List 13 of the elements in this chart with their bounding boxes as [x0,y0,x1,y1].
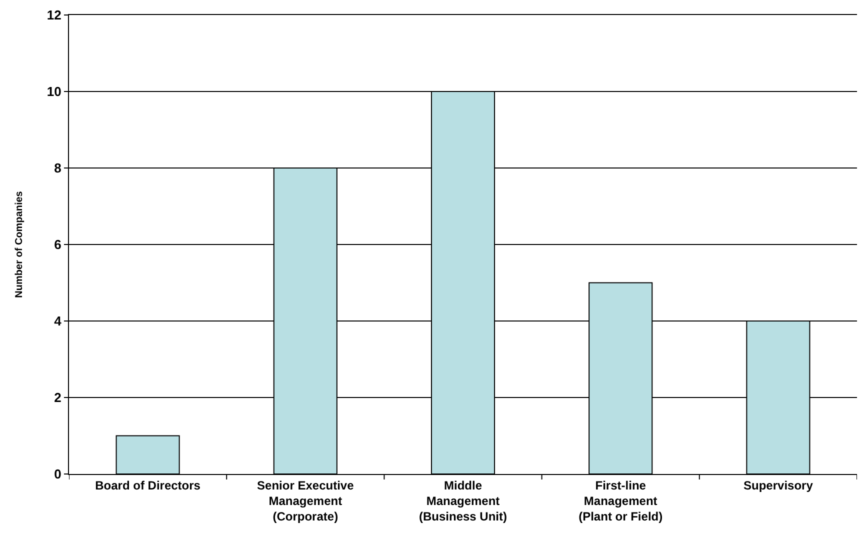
y-tick-label: 10 [46,84,62,100]
x-tick-label: Board of Directors [95,478,201,492]
x-tick-label: Middle Management (Business Unit) [418,478,508,524]
y-tick-label: 8 [54,160,62,176]
x-tick-label: Senior Executive Management (Corporate) [257,478,354,524]
x-tick-label: First-line Management (Plant or Field) [578,478,663,524]
y-tick-label: 6 [54,237,62,252]
y-tick-label: 12 [46,8,62,23]
y-tick-label: 2 [54,390,62,406]
x-tick-label: Supervisory [744,478,814,492]
y-tick-label: 0 [54,466,62,482]
y-tick-label: 4 [54,314,62,329]
y-axis-title: Number of Companies [14,190,25,298]
